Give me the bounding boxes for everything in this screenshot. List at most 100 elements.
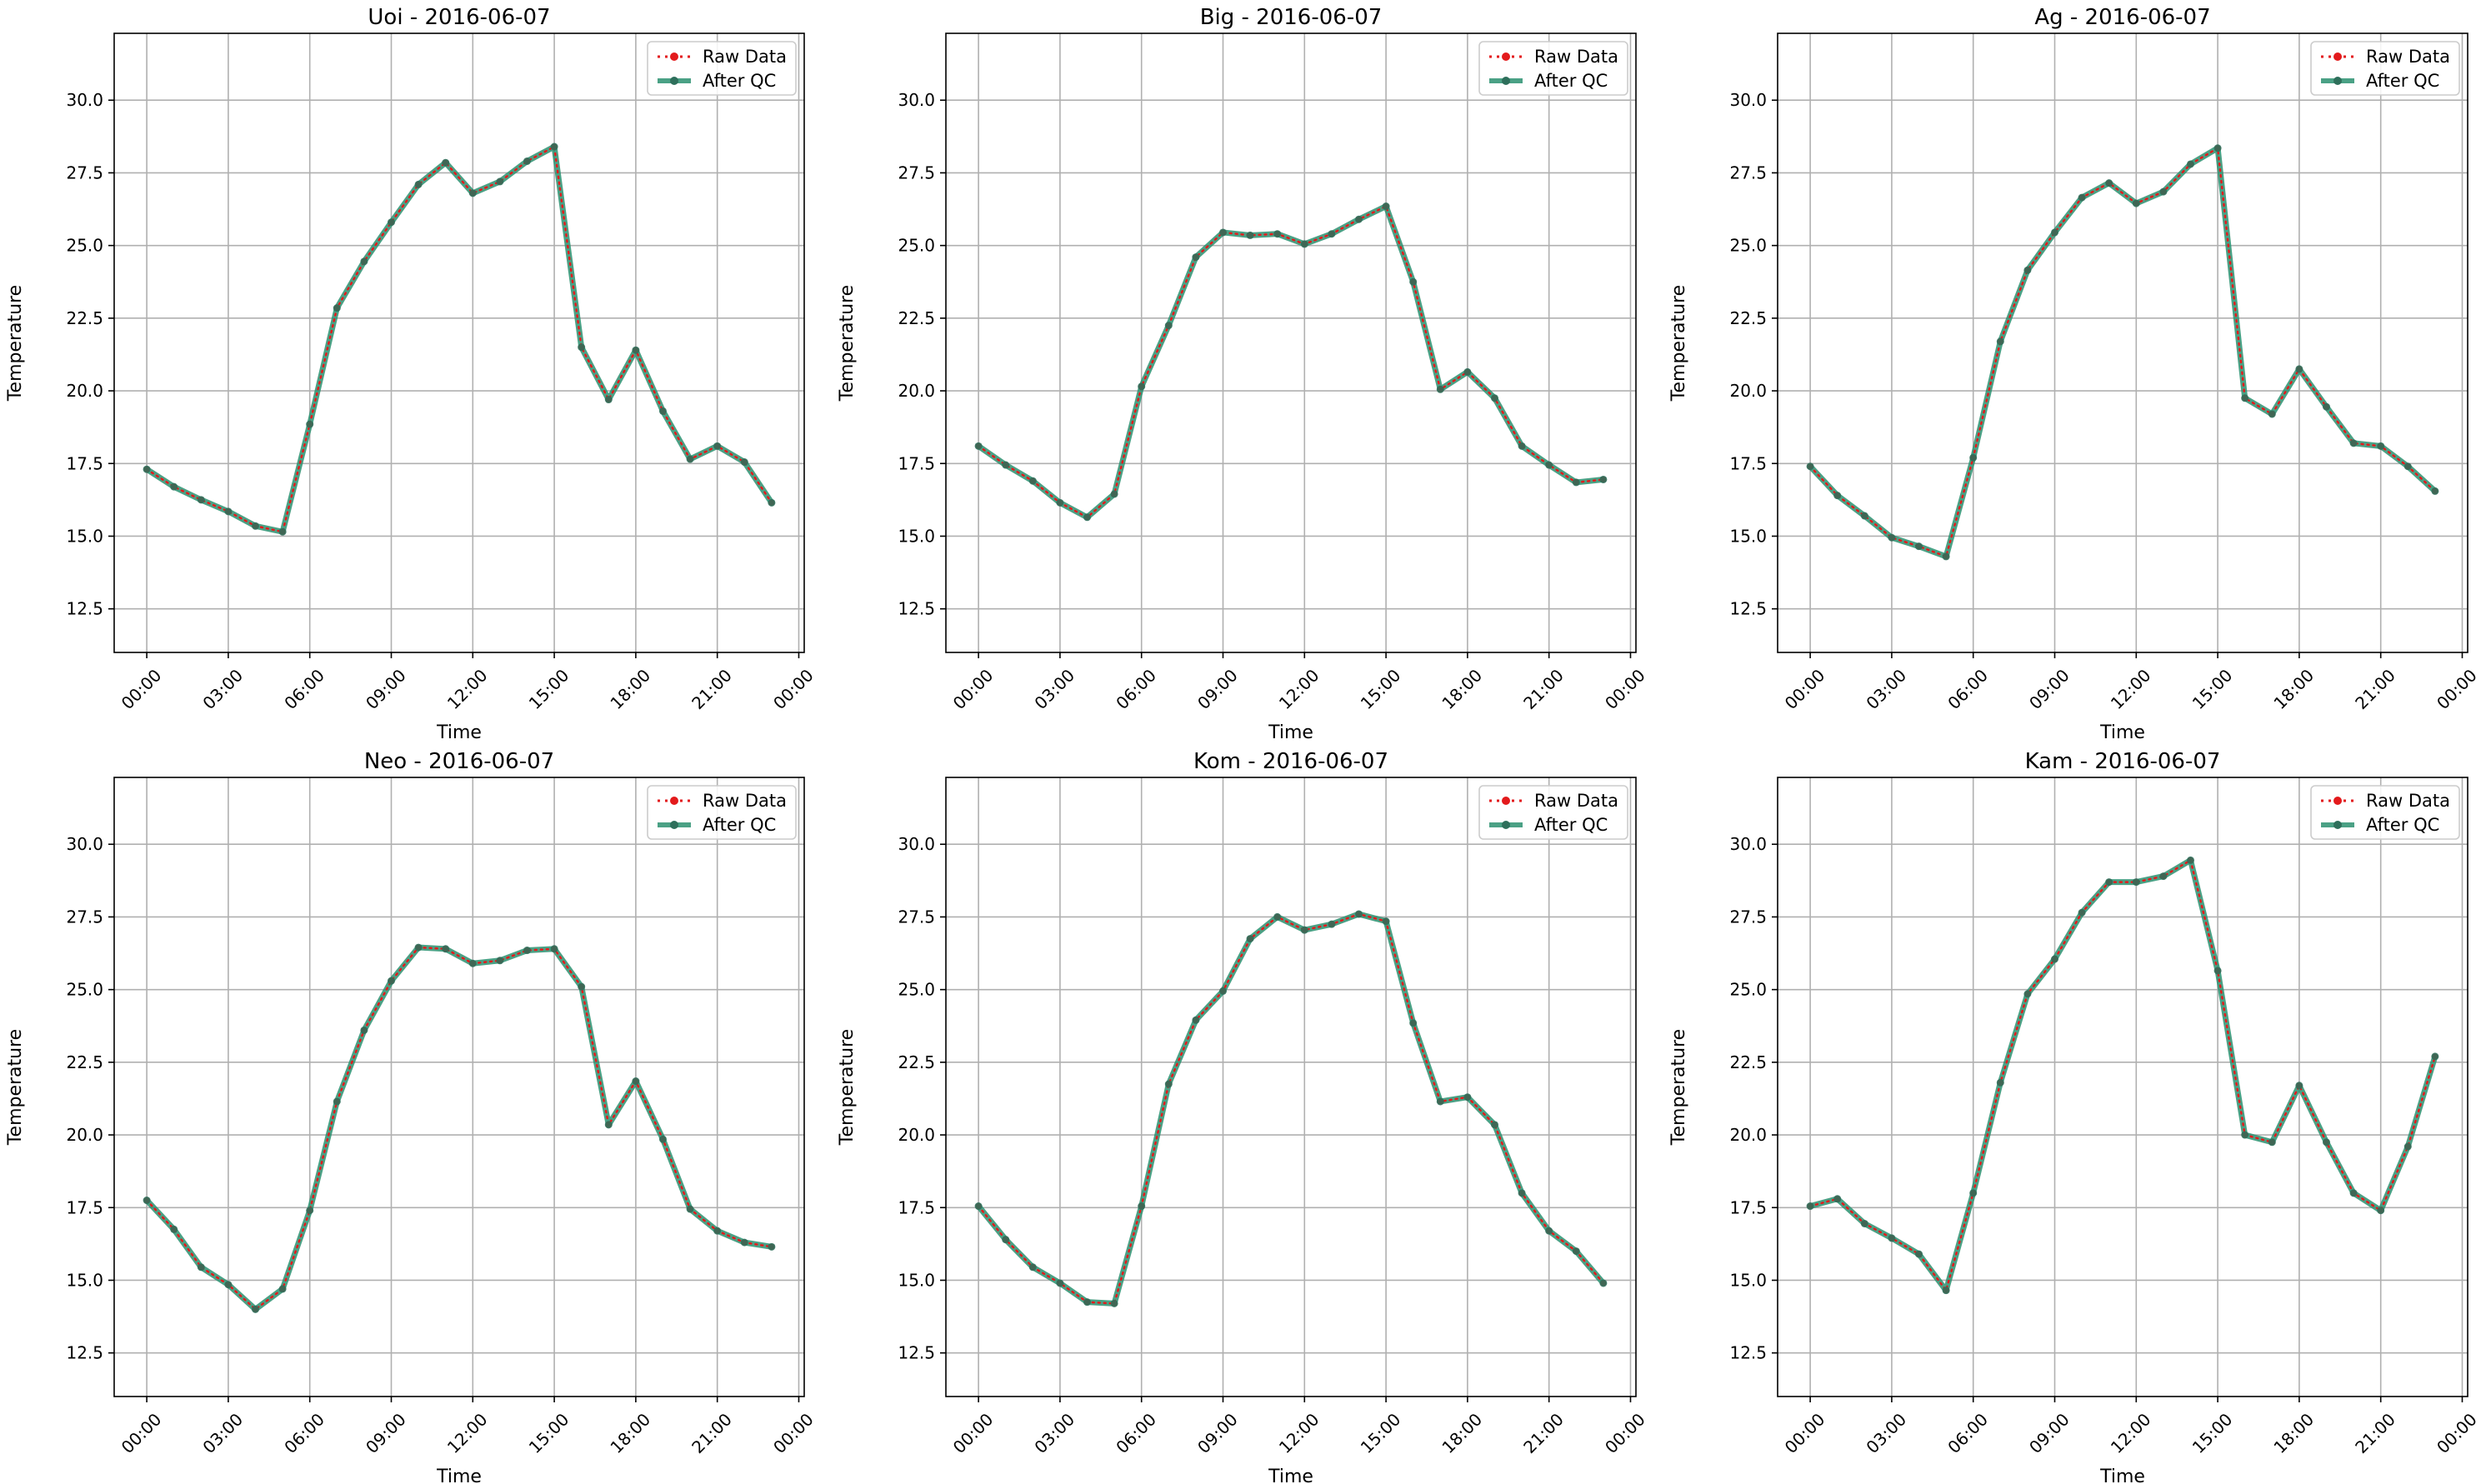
y-tick-label: 15.0 xyxy=(898,1270,935,1290)
chart-panel: 12.5 15.0 17.5 20.0 22.5 25.0 27.5 30.0 00:00 03:… xyxy=(5,5,818,743)
y-axis-label: Temperature xyxy=(837,1029,858,1146)
data-point-after-qc xyxy=(1888,533,1896,542)
chart-panel: 12.5 15.0 17.5 20.0 22.5 25.0 27.5 30.0 00:00 03:… xyxy=(5,749,818,1484)
legend-marker-raw xyxy=(2333,52,2342,61)
y-tick-label: 30.0 xyxy=(66,834,103,854)
y-tick-label: 15.0 xyxy=(1729,1270,1767,1290)
y-tick-label: 20.0 xyxy=(66,381,103,401)
data-point-after-qc xyxy=(2051,955,2059,963)
data-point-after-qc xyxy=(2105,878,2113,887)
data-point-after-qc xyxy=(740,1238,748,1247)
data-point-after-qc xyxy=(2213,967,2222,975)
y-tick-label: 22.5 xyxy=(66,308,103,328)
x-tick-label: 12:00 xyxy=(443,665,492,713)
grid xyxy=(1778,33,2468,652)
data-point-after-qc xyxy=(1028,477,1037,485)
data-point-after-qc xyxy=(2268,1138,2276,1147)
data-point-after-qc xyxy=(2349,1189,2358,1197)
legend-marker-qc xyxy=(2333,821,2342,829)
legend-marker-qc xyxy=(1502,77,1510,85)
x-tick-label: 00:00 xyxy=(1781,1409,1829,1457)
legend-label-qc: After QC xyxy=(703,71,776,91)
series-line-raw-data xyxy=(145,946,773,1311)
legend-label-raw: Raw Data xyxy=(2366,791,2450,811)
x-tick-label: 03:00 xyxy=(1030,1409,1078,1457)
legend-label-qc: After QC xyxy=(2366,815,2439,835)
data-point-after-qc xyxy=(496,957,504,965)
data-point-after-qc xyxy=(1463,1093,1472,1102)
x-tick-label: 18:00 xyxy=(1438,1409,1486,1457)
y-tick-label: 17.5 xyxy=(1729,1197,1767,1217)
x-axis-label: Time xyxy=(436,722,482,743)
data-point-after-qc xyxy=(1942,552,1950,561)
grid xyxy=(114,33,804,652)
x-tick-label: 09:00 xyxy=(1193,665,1242,713)
data-point-after-qc xyxy=(2431,1052,2439,1061)
data-point-after-qc xyxy=(360,1026,368,1034)
y-tick-label: 15.0 xyxy=(66,1270,103,1290)
data-point-after-qc xyxy=(550,945,558,953)
axes-frame xyxy=(113,777,805,1397)
y-tick-label: 27.5 xyxy=(66,907,103,927)
data-point-after-qc xyxy=(1545,1227,1553,1235)
data-point-after-qc xyxy=(740,458,748,467)
x-axis-label: Time xyxy=(1268,722,1313,743)
x-tick-label: 06:00 xyxy=(280,665,328,713)
x-tick-label: 00:00 xyxy=(769,665,818,713)
legend: Raw Data After QC xyxy=(647,785,797,840)
legend-label-raw: Raw Data xyxy=(1534,791,1618,811)
data-point-after-qc xyxy=(1599,475,1608,483)
data-point-after-qc xyxy=(1382,202,1390,211)
legend-marker-qc xyxy=(670,77,678,85)
x-tick-label: 18:00 xyxy=(606,665,654,713)
y-tick-label: 25.0 xyxy=(1729,236,1767,256)
y-tick-label: 30.0 xyxy=(898,90,935,110)
y-tick-label: 12.5 xyxy=(898,599,935,619)
data-point-after-qc xyxy=(523,157,531,165)
data-point-after-qc xyxy=(632,346,640,354)
data-point-after-qc xyxy=(2023,990,2032,998)
y-axis-label: Temperature xyxy=(837,285,858,402)
data-point-after-qc xyxy=(2105,179,2113,187)
data-point-after-qc xyxy=(2322,1138,2330,1147)
legend-marker-raw xyxy=(670,797,678,805)
data-point-after-qc xyxy=(1860,1219,1868,1227)
series-line-raw-data xyxy=(977,912,1605,1305)
x-tick-label: 18:00 xyxy=(1438,665,1486,713)
chart-panel: 12.5 15.0 17.5 20.0 22.5 25.0 27.5 30.0 00:00 03:… xyxy=(1668,749,2481,1484)
data-point-after-qc xyxy=(1056,498,1064,507)
x-tick-label: 00:00 xyxy=(769,1409,818,1457)
x-tick-label: 00:00 xyxy=(949,1409,998,1457)
y-tick-label: 17.5 xyxy=(898,1197,935,1217)
y-tick-label: 15.0 xyxy=(898,526,935,546)
data-point-after-qc xyxy=(1192,253,1200,262)
data-point-after-qc xyxy=(197,1263,205,1272)
x-axis-label: Time xyxy=(2099,1467,2145,1484)
series-line-after-qc xyxy=(143,143,775,535)
data-point-after-qc xyxy=(2295,365,2303,373)
x-tick-label: 06:00 xyxy=(1112,1409,1160,1457)
data-point-after-qc xyxy=(1192,1016,1200,1024)
x-tick-label: 18:00 xyxy=(606,1409,654,1457)
data-point-after-qc xyxy=(604,1121,613,1129)
chart-title: Kom - 2016-06-07 xyxy=(1193,749,1388,774)
y-tick-label: 27.5 xyxy=(66,162,103,182)
x-tick-label: 09:00 xyxy=(2025,665,2073,713)
y-tick-label: 22.5 xyxy=(66,1052,103,1072)
data-point-after-qc xyxy=(1002,461,1010,469)
data-point-after-qc xyxy=(1545,461,1553,469)
data-point-after-qc xyxy=(496,177,504,186)
x-tick-label: 00:00 xyxy=(1601,665,1649,713)
legend: Raw Data After QC xyxy=(2310,785,2460,840)
y-tick-label: 22.5 xyxy=(898,1052,935,1072)
x-tick-label: 00:00 xyxy=(2433,1409,2481,1457)
x-tick-label: 18:00 xyxy=(2269,665,2318,713)
y-tick-label: 25.0 xyxy=(898,980,935,1000)
x-tick-label: 06:00 xyxy=(1943,1409,1992,1457)
legend-label-qc: After QC xyxy=(2366,71,2439,91)
data-point-after-qc xyxy=(974,1202,983,1211)
data-point-after-qc xyxy=(1300,926,1308,934)
y-tick-label: 27.5 xyxy=(1729,907,1767,927)
legend-marker-qc xyxy=(1502,821,1510,829)
series-line-after-qc xyxy=(975,911,1607,1307)
